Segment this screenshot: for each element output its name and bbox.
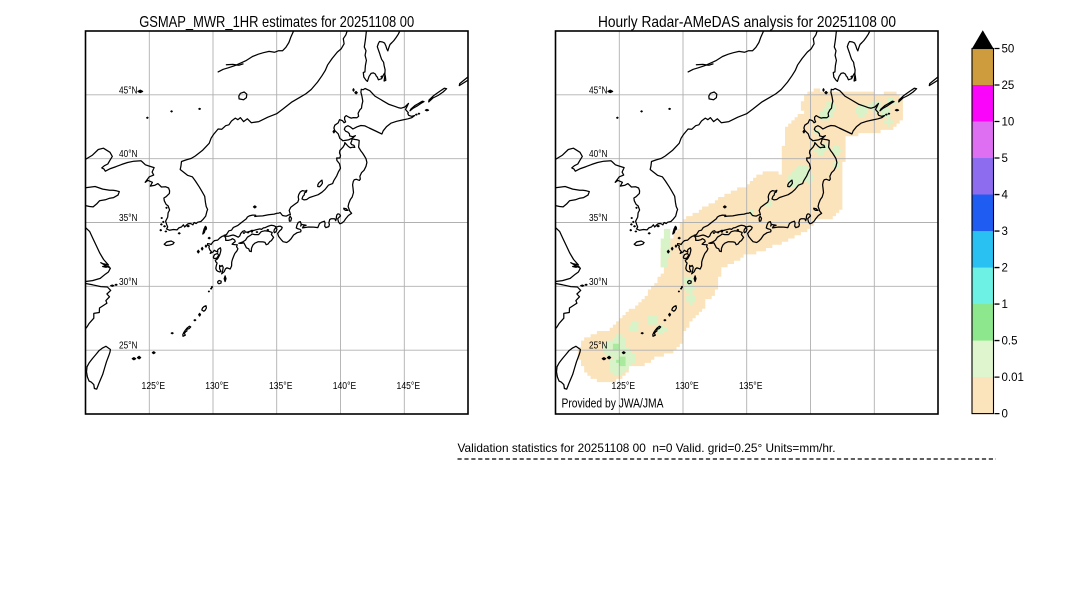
svg-text:5: 5	[1002, 153, 1008, 165]
svg-text:Validation statistics for 2025: Validation statistics for 20251108 00 n=…	[458, 441, 836, 455]
svg-text:Hourly Radar-AMeDAS analysis f: Hourly Radar-AMeDAS analysis for 2025110…	[598, 14, 896, 31]
svg-text:GSMAP_MWR_1HR estimates for 20: GSMAP_MWR_1HR estimates for 20251108 00	[139, 14, 414, 31]
svg-text:35°N: 35°N	[119, 213, 138, 224]
svg-text:45°N: 45°N	[119, 85, 138, 96]
svg-text:135°E: 135°E	[739, 381, 763, 392]
svg-text:140°E: 140°E	[333, 381, 357, 392]
svg-text:25°N: 25°N	[589, 341, 608, 352]
svg-text:40°N: 40°N	[119, 149, 138, 160]
svg-text:130°E: 130°E	[205, 381, 229, 392]
svg-text:125°E: 125°E	[142, 381, 166, 392]
svg-text:0.5: 0.5	[1002, 336, 1018, 348]
svg-text:0: 0	[1002, 409, 1008, 421]
svg-text:50: 50	[1002, 44, 1015, 56]
svg-text:35°N: 35°N	[589, 213, 608, 224]
svg-text:3: 3	[1002, 226, 1008, 238]
svg-text:45°N: 45°N	[589, 85, 608, 96]
svg-text:145°E: 145°E	[397, 381, 421, 392]
svg-text:10: 10	[1002, 117, 1015, 129]
svg-text:2: 2	[1002, 263, 1008, 275]
svg-text:25: 25	[1002, 80, 1015, 92]
svg-text:30°N: 30°N	[119, 277, 138, 288]
svg-text:40°N: 40°N	[589, 149, 608, 160]
svg-text:130°E: 130°E	[675, 381, 699, 392]
svg-text:4: 4	[1002, 190, 1009, 202]
svg-text:Provided by JWA/JMA: Provided by JWA/JMA	[562, 396, 664, 411]
svg-text:0.01: 0.01	[1002, 372, 1024, 384]
svg-text:125°E: 125°E	[612, 381, 636, 392]
svg-text:1: 1	[1002, 299, 1008, 311]
svg-text:30°N: 30°N	[589, 277, 608, 288]
svg-text:25°N: 25°N	[119, 341, 138, 352]
svg-text:135°E: 135°E	[269, 381, 293, 392]
